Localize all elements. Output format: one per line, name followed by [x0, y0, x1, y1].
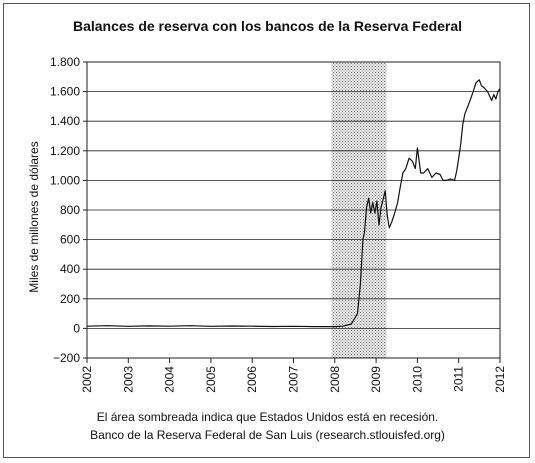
y-tick-label: 1.600 — [50, 85, 80, 99]
x-tick-label: 2003 — [121, 366, 135, 393]
y-tick-label: 1.800 — [50, 55, 80, 69]
x-tick-label: 2010 — [410, 366, 424, 393]
chart-title: Balances de reserva con los bancos de la… — [72, 18, 463, 34]
x-tick-label: 2002 — [80, 366, 94, 393]
source-note: Banco de la Reserva Federal de San Luis … — [90, 428, 445, 442]
plot-area-border — [86, 61, 501, 359]
y-tick-label: 1.400 — [50, 114, 80, 128]
y-tick-label: 1.000 — [50, 173, 80, 187]
y-tick-label: 0 — [73, 321, 80, 335]
y-tick-label: 600 — [60, 233, 80, 247]
x-tick-label: 2004 — [163, 366, 177, 393]
y-tick-label: 800 — [60, 203, 80, 217]
recession-note: El área sombreada indica que Estados Uni… — [96, 410, 439, 424]
x-tick-label: 2009 — [369, 366, 383, 393]
x-tick-label: 2005 — [204, 366, 218, 393]
figure-frame — [3, 3, 530, 458]
x-tick-label: 2006 — [245, 366, 259, 393]
y-tick-label: −200 — [53, 351, 80, 365]
x-tick-label: 2007 — [287, 366, 301, 393]
series-line — [86, 79, 501, 328]
y-tick-label: 400 — [60, 262, 80, 276]
x-tick-label: 2011 — [452, 366, 466, 392]
x-tick-label: 2012 — [493, 366, 507, 393]
y-tick-label: 1.200 — [50, 144, 80, 158]
y-tick-label: 200 — [60, 292, 80, 306]
x-tick-label: 2008 — [328, 366, 342, 393]
